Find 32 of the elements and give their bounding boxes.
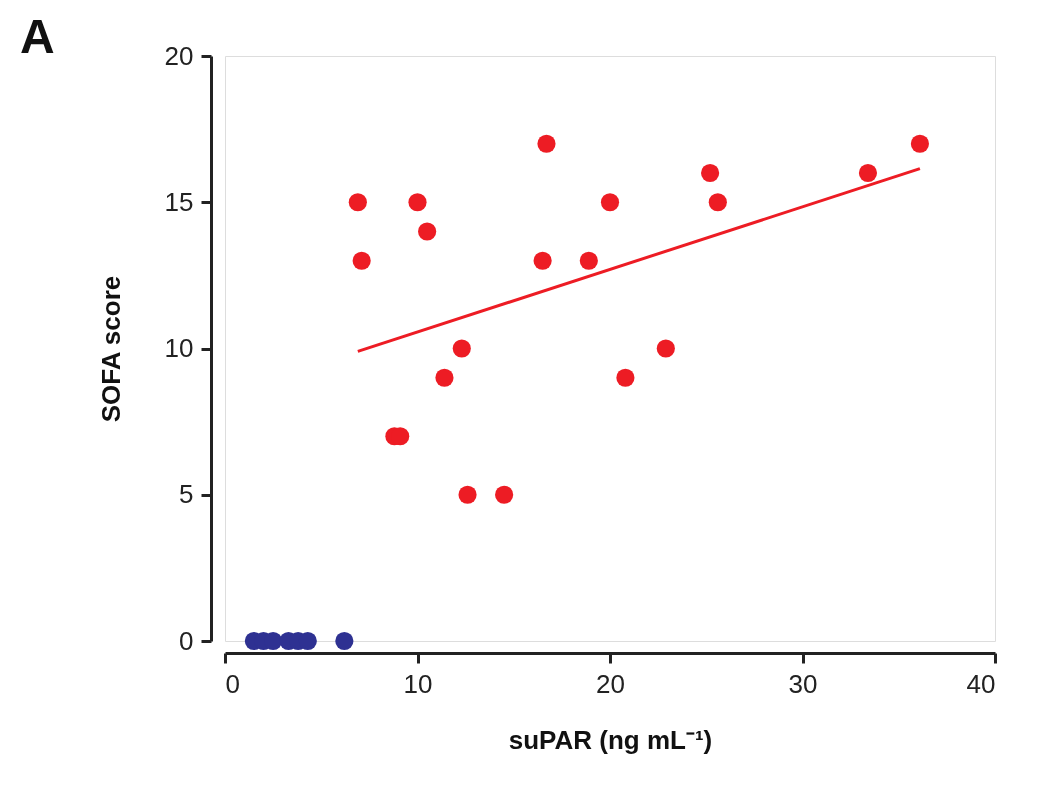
y-tick-label: 5 — [179, 479, 194, 510]
point — [335, 631, 354, 651]
point — [452, 339, 471, 358]
chart-title: A — [20, 10, 55, 63]
point — [495, 485, 514, 504]
x-tick-label: 30 — [788, 668, 818, 699]
point — [352, 251, 371, 270]
point — [708, 193, 727, 212]
x-axis-title: suPAR (ng mL⁻¹) — [508, 724, 713, 755]
x-tick-label: 10 — [403, 668, 433, 699]
point — [537, 134, 556, 153]
point — [656, 339, 675, 358]
y-tick-label: 15 — [164, 186, 194, 217]
point — [435, 368, 454, 387]
point — [600, 193, 620, 212]
y-tick-label: 10 — [164, 333, 194, 363]
point — [858, 163, 878, 183]
x-tick-label: 40 — [966, 668, 996, 699]
x-tick-label: 20 — [596, 668, 625, 699]
point — [408, 193, 427, 212]
point — [533, 251, 552, 270]
x-tick-label: 0 — [225, 668, 240, 699]
point — [418, 222, 437, 241]
point — [910, 134, 930, 153]
y-tick-label: 0 — [179, 625, 194, 656]
point — [579, 251, 598, 270]
point — [701, 163, 720, 183]
point — [458, 485, 477, 504]
y-tick-label: 20 — [164, 40, 194, 71]
point — [616, 368, 635, 387]
y-axis-title: SOFA score — [95, 275, 126, 423]
point — [348, 193, 367, 212]
